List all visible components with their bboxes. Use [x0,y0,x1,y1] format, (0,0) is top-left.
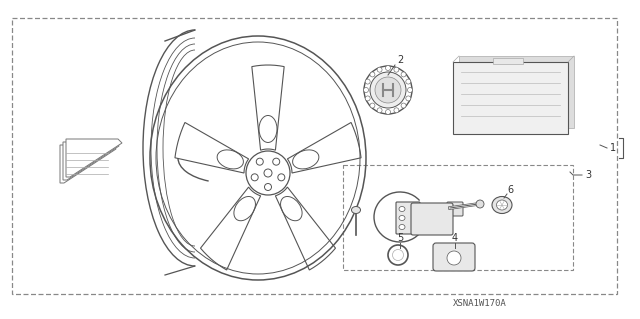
Polygon shape [453,62,568,134]
Ellipse shape [447,251,461,265]
Text: 4: 4 [452,233,458,243]
Ellipse shape [375,77,401,103]
Polygon shape [66,139,122,177]
Ellipse shape [399,216,405,220]
FancyBboxPatch shape [396,202,420,234]
Ellipse shape [497,200,508,210]
Ellipse shape [401,72,406,77]
Text: XSNA1W170A: XSNA1W170A [453,299,507,308]
FancyBboxPatch shape [411,203,453,235]
Ellipse shape [406,96,411,101]
Ellipse shape [492,197,512,213]
Ellipse shape [370,72,406,108]
Ellipse shape [364,87,369,93]
Ellipse shape [278,174,285,181]
Ellipse shape [388,245,408,265]
Ellipse shape [246,151,290,195]
Ellipse shape [385,65,390,70]
Ellipse shape [476,200,484,208]
Polygon shape [60,145,116,183]
Ellipse shape [385,109,390,115]
Polygon shape [195,25,257,271]
Ellipse shape [394,108,399,113]
Ellipse shape [273,158,280,165]
Text: 2: 2 [397,55,403,65]
Text: 6: 6 [507,185,513,195]
Ellipse shape [364,66,412,114]
Ellipse shape [256,158,263,165]
FancyBboxPatch shape [447,202,463,216]
Ellipse shape [370,103,375,108]
Ellipse shape [365,96,370,101]
Ellipse shape [392,249,403,261]
Polygon shape [459,56,574,128]
Ellipse shape [377,67,382,72]
Ellipse shape [251,174,258,181]
Ellipse shape [406,79,411,84]
Ellipse shape [377,108,382,113]
Ellipse shape [351,206,360,213]
Ellipse shape [370,72,375,77]
Ellipse shape [264,169,272,177]
Ellipse shape [401,103,406,108]
FancyBboxPatch shape [433,243,475,271]
Ellipse shape [365,79,370,84]
Ellipse shape [408,87,413,93]
Ellipse shape [394,67,399,72]
Text: 1: 1 [610,143,616,153]
Text: 3: 3 [585,170,591,180]
Text: 5: 5 [397,233,403,243]
Polygon shape [63,142,119,180]
FancyBboxPatch shape [493,58,523,64]
Ellipse shape [264,183,271,190]
Ellipse shape [399,206,405,211]
Ellipse shape [399,225,405,229]
